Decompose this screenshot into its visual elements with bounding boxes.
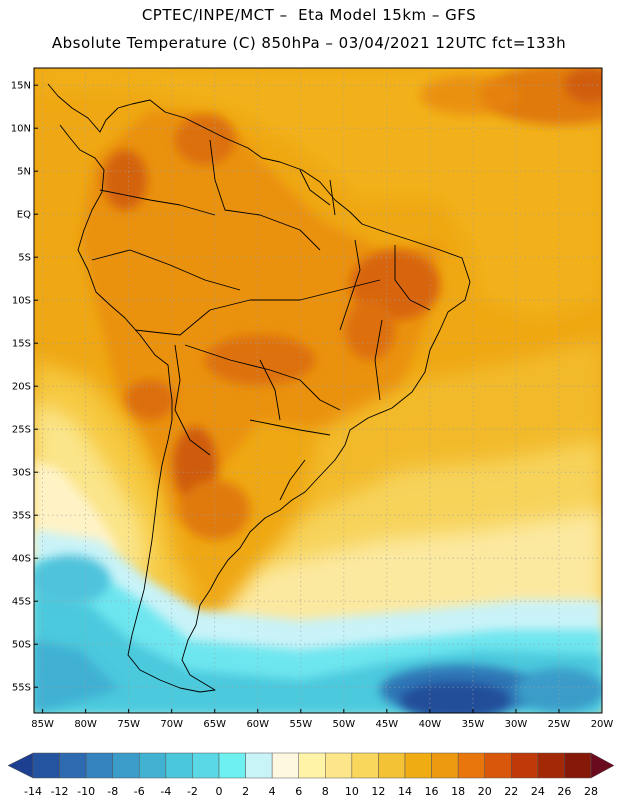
color-scale-label: -12: [51, 785, 69, 798]
color-scale-label: -8: [107, 785, 118, 798]
color-scale-box: [457, 752, 485, 779]
color-scale-box: [59, 752, 87, 779]
color-scale-label: 20: [478, 785, 492, 798]
lat-label: 55S: [12, 683, 31, 694]
color-scale-box: [165, 752, 193, 779]
color-scale-box: [85, 752, 113, 779]
color-scale-low-arrow: [7, 752, 34, 779]
lat-label: 35S: [12, 511, 31, 522]
lat-label: 20S: [12, 382, 31, 393]
lat-label: EQ: [17, 210, 31, 221]
lon-label: 40W: [419, 719, 442, 730]
lon-label: 85W: [31, 719, 54, 730]
lon-label: 35W: [462, 719, 485, 730]
lon-label: 80W: [74, 719, 97, 730]
lat-label: 50S: [12, 640, 31, 651]
lat-label: 15S: [12, 339, 31, 350]
lat-label: 25S: [12, 425, 31, 436]
color-scale-label: 24: [531, 785, 545, 798]
lat-label: 5N: [17, 167, 31, 178]
color-scale-box: [431, 752, 459, 779]
color-scale-high-arrow: [590, 752, 615, 779]
temperature-map: 15N 10N 5N EQ 5S 10S 15S 20S 25S 30S 35S 40S 45S 50S 5…: [11, 67, 613, 730]
lon-label: 20W: [591, 719, 614, 730]
lon-label: 55W: [289, 719, 312, 730]
color-scale-labels: -14 -12 -10 -8 -6 -4 -2 0 2 4 6 8 10 12 14 16 18 20 22 24 26…: [24, 785, 598, 798]
lon-label: 60W: [246, 719, 269, 730]
lat-label: 30S: [12, 468, 31, 479]
latitude-labels: 15N 10N 5N EQ 5S 10S 15S 20S 25S 30S 35S 40S 45S 50S 5…: [11, 81, 38, 694]
lat-label: 45S: [12, 597, 31, 608]
lat-label: 40S: [12, 554, 31, 565]
lon-label: 75W: [117, 719, 140, 730]
lon-label: 30W: [505, 719, 528, 730]
color-scale-box: [564, 752, 592, 779]
color-scale-box: [351, 752, 379, 779]
color-scale-label: 28: [584, 785, 598, 798]
color-scale-box: [484, 752, 512, 779]
color-scale-box: [139, 752, 167, 779]
color-scale-label: -14: [24, 785, 42, 798]
map-subtitle: Absolute Temperature (C) 850hPa – 03/04/…: [51, 34, 567, 52]
map-frame: [33, 67, 603, 714]
lon-label: 25W: [548, 719, 571, 730]
color-scale-label: 6: [295, 785, 302, 798]
color-scale-box: [537, 752, 565, 779]
color-scale-box: [404, 752, 432, 779]
color-scale-label: -4: [160, 785, 171, 798]
color-scale-label: -2: [187, 785, 198, 798]
lon-label: 70W: [160, 719, 183, 730]
lat-label: 10N: [11, 124, 31, 135]
color-scale-label: 4: [269, 785, 276, 798]
color-scale-box: [192, 752, 220, 779]
color-scale-label: 8: [322, 785, 329, 798]
color-scale-label: 16: [425, 785, 439, 798]
color-scale-box: [218, 752, 246, 779]
color-scale-box: [271, 752, 299, 779]
lat-label: 15N: [11, 81, 31, 92]
lat-label: 5S: [18, 253, 31, 264]
coastline: [47, 83, 471, 693]
color-scale-box: [511, 752, 539, 779]
color-scale-label: -10: [77, 785, 95, 798]
color-scale-label: -6: [134, 785, 145, 798]
color-scale-box: [378, 752, 406, 779]
color-scale-box: [245, 752, 273, 779]
color-scale-box: [298, 752, 326, 779]
color-scale-box: [32, 752, 60, 779]
color-scale-box: [325, 752, 353, 779]
color-scale-label: 12: [371, 785, 385, 798]
lon-label: 65W: [203, 719, 226, 730]
color-scale-box: [112, 752, 140, 779]
color-scale-label: 10: [345, 785, 359, 798]
color-scale-label: 22: [504, 785, 518, 798]
lat-label: 10S: [12, 296, 31, 307]
color-scale-label: 2: [242, 785, 249, 798]
color-scale-label: 18: [451, 785, 465, 798]
map-grid: [34, 68, 603, 713]
lon-label: 45W: [376, 719, 399, 730]
color-scale-label: 14: [398, 785, 412, 798]
map-title: CPTEC/INPE/MCT – Eta Model 15km – GFS: [141, 6, 477, 24]
color-scale-boxes: [7, 752, 615, 779]
temperature-field: [34, 68, 602, 713]
longitude-labels: 85W 80W 75W 70W 65W 60W 55W 50W 45W 40W 35W 30W 25W 2…: [31, 709, 613, 730]
color-scale: -14 -12 -10 -8 -6 -4 -2 0 2 4 6 8 10 12 14 16 18 20 22 24 26…: [7, 752, 615, 798]
color-scale-label: 26: [557, 785, 571, 798]
color-scale-label: 0: [216, 785, 223, 798]
lon-label: 50W: [333, 719, 356, 730]
